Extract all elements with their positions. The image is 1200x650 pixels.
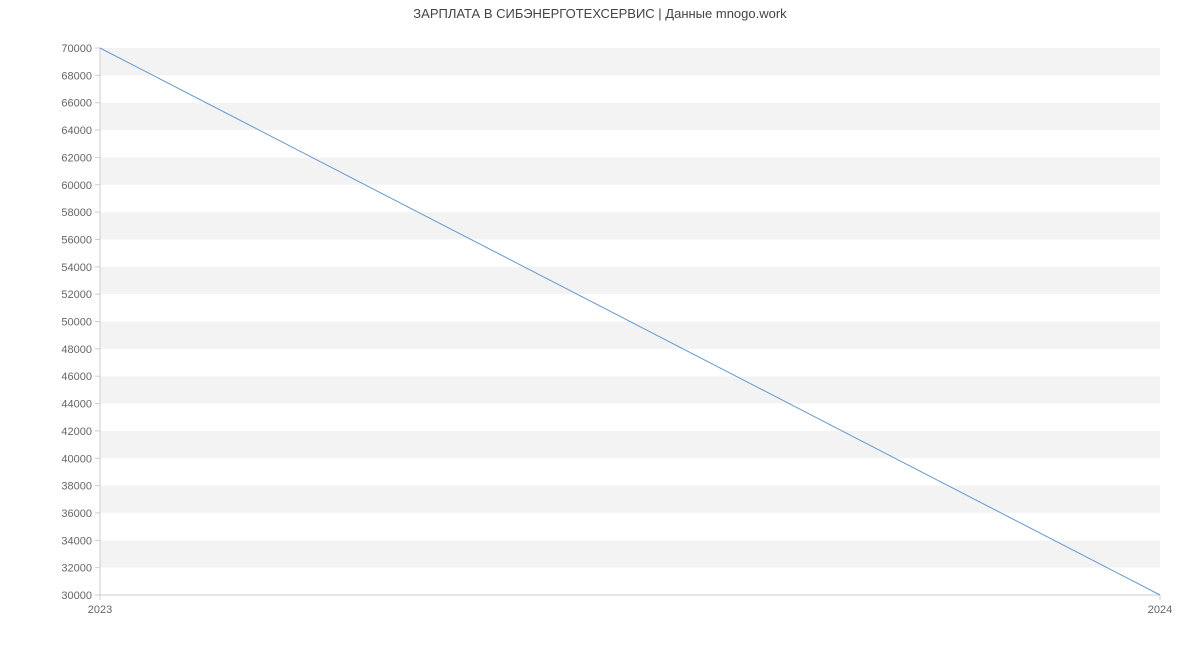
y-tick-label: 58000 bbox=[61, 207, 92, 219]
salary-line-chart: ЗАРПЛАТА В СИБЭНЕРГОТЕХСЕРВИС | Данные m… bbox=[0, 0, 1200, 650]
x-tick-label: 2023 bbox=[88, 604, 112, 616]
y-tick-label: 48000 bbox=[61, 344, 92, 356]
chart-svg: 30000 32000 34000 36000 38000 40000 42000 44000… bbox=[0, 0, 1200, 650]
y-tick-label: 44000 bbox=[61, 399, 92, 411]
y-tick-label: 36000 bbox=[61, 508, 92, 520]
y-tick-label: 34000 bbox=[61, 535, 92, 547]
y-tick-label: 52000 bbox=[61, 289, 92, 301]
y-tick-label: 60000 bbox=[61, 180, 92, 192]
y-tick-label: 54000 bbox=[61, 262, 92, 274]
y-tick-label: 56000 bbox=[61, 234, 92, 246]
y-tick-label: 42000 bbox=[61, 426, 92, 438]
y-tick-label: 40000 bbox=[61, 453, 92, 465]
y-tick-label: 64000 bbox=[61, 125, 92, 137]
y-tick-label: 62000 bbox=[61, 152, 92, 164]
y-tick-label: 46000 bbox=[61, 371, 92, 383]
x-tick-label: 2024 bbox=[1148, 604, 1172, 616]
y-tick-label: 66000 bbox=[61, 98, 92, 110]
y-tick-label: 50000 bbox=[61, 317, 92, 329]
y-tick-label: 30000 bbox=[61, 590, 92, 602]
chart-title: ЗАРПЛАТА В СИБЭНЕРГОТЕХСЕРВИС | Данные m… bbox=[0, 6, 1200, 21]
y-tick-label: 32000 bbox=[61, 563, 92, 575]
y-tick-label: 38000 bbox=[61, 481, 92, 493]
y-tick-label: 70000 bbox=[61, 43, 92, 55]
y-tick-label: 68000 bbox=[61, 70, 92, 82]
